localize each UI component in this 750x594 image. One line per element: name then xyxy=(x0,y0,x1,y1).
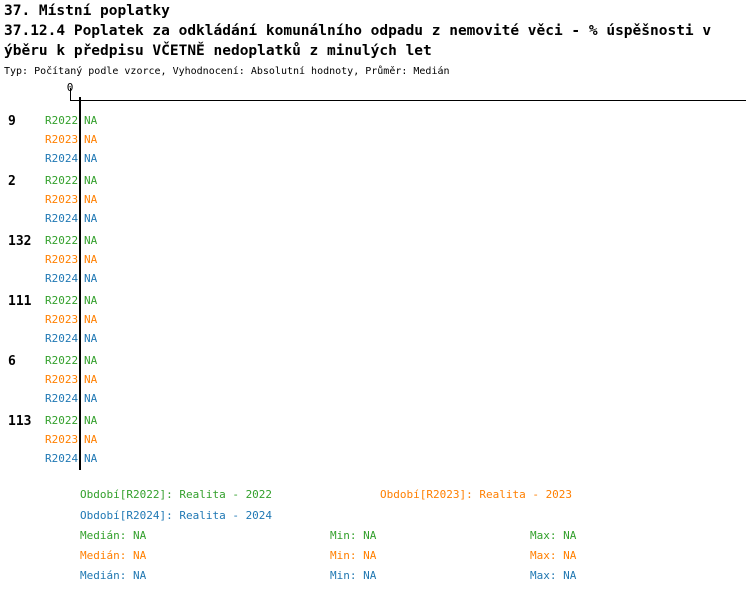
series-label-r2022: R2022 xyxy=(45,294,79,307)
series-label-r2024: R2024 xyxy=(45,212,79,225)
legend-entry-r2022: Období[R2022]: Realita - 2022 xyxy=(80,488,273,501)
stat-median-r2022: Medián: NA xyxy=(80,529,147,542)
stat-max-r2022: Max: NA xyxy=(530,529,577,542)
stat-max-r2023: Max: NA xyxy=(530,549,577,562)
series-label-r2023: R2023 xyxy=(45,193,79,206)
series-label-r2024: R2024 xyxy=(45,332,79,345)
series-value-r2024: NA xyxy=(84,332,98,345)
stat-median-r2023: Medián: NA xyxy=(80,549,147,562)
series-value-r2022: NA xyxy=(84,174,98,187)
series-label-r2022: R2022 xyxy=(45,174,79,187)
series-label-r2024: R2024 xyxy=(45,272,79,285)
series-value-r2023: NA xyxy=(84,193,98,206)
category-label: 113 xyxy=(8,414,32,429)
chart-title-line1: 37.12.4 Poplatek za odkládání komunálníh… xyxy=(4,23,712,39)
chart-meta: Typ: Počítaný podle vzorce, Vyhodnocení:… xyxy=(4,66,450,77)
stat-min-r2022: Min: NA xyxy=(330,529,377,542)
series-label-r2023: R2023 xyxy=(45,313,79,326)
stat-min-r2023: Min: NA xyxy=(330,549,377,562)
legend-entry-r2023: Období[R2023]: Realita - 2023 xyxy=(380,488,573,501)
series-label-r2022: R2022 xyxy=(45,114,79,127)
series-value-r2023: NA xyxy=(84,133,98,146)
series-label-r2022: R2022 xyxy=(45,234,79,247)
series-value-r2023: NA xyxy=(84,433,98,446)
series-label-r2023: R2023 xyxy=(45,253,79,266)
series-value-r2022: NA xyxy=(84,114,98,127)
series-value-r2022: NA xyxy=(84,354,98,367)
stat-min-r2024: Min: NA xyxy=(330,569,377,582)
category-label: 111 xyxy=(8,294,32,309)
category-label: 6 xyxy=(8,354,16,369)
series-label-r2023: R2023 xyxy=(45,433,79,446)
y-axis-line xyxy=(79,97,81,470)
series-value-r2023: NA xyxy=(84,313,98,326)
series-label-r2023: R2023 xyxy=(45,373,79,386)
series-value-r2023: NA xyxy=(84,253,98,266)
series-label-r2024: R2024 xyxy=(45,392,79,405)
series-value-r2022: NA xyxy=(84,234,98,247)
x-axis-tick-label-0: 0 xyxy=(62,81,78,95)
series-label-r2022: R2022 xyxy=(45,414,79,427)
category-label: 9 xyxy=(8,114,16,129)
legend-entry-r2024: Období[R2024]: Realita - 2024 xyxy=(80,509,273,522)
category-label: 132 xyxy=(8,234,32,249)
page-title: 37. Místní poplatky xyxy=(4,3,170,19)
x-axis-tick-mark xyxy=(70,88,71,100)
series-label-r2022: R2022 xyxy=(45,354,79,367)
series-value-r2024: NA xyxy=(84,212,98,225)
series-value-r2024: NA xyxy=(84,152,98,165)
series-label-r2024: R2024 xyxy=(45,452,79,465)
series-value-r2022: NA xyxy=(84,294,98,307)
series-value-r2024: NA xyxy=(84,272,98,285)
stat-max-r2024: Max: NA xyxy=(530,569,577,582)
series-value-r2023: NA xyxy=(84,373,98,386)
chart-title-line2: ýběru k předpisu VČETNĚ nedoplatků z min… xyxy=(4,43,432,59)
x-axis-line xyxy=(70,100,746,101)
series-value-r2024: NA xyxy=(84,392,98,405)
series-value-r2024: NA xyxy=(84,452,98,465)
series-label-r2024: R2024 xyxy=(45,152,79,165)
category-label: 2 xyxy=(8,174,16,189)
stat-median-r2024: Medián: NA xyxy=(80,569,147,582)
series-label-r2023: R2023 xyxy=(45,133,79,146)
series-value-r2022: NA xyxy=(84,414,98,427)
